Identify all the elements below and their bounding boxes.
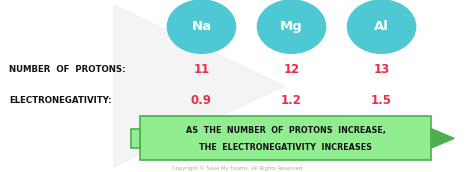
Text: AS  THE  NUMBER  OF  PROTONS  INCREASE,: AS THE NUMBER OF PROTONS INCREASE, [186, 126, 385, 135]
Text: ELECTRONEGATIVITY:: ELECTRONEGATIVITY: [9, 96, 112, 105]
Text: Mg: Mg [280, 20, 303, 33]
Text: 1.2: 1.2 [281, 94, 302, 107]
Text: THE  ELECTRONEGATIVITY  INCREASES: THE ELECTRONEGATIVITY INCREASES [199, 143, 372, 152]
Text: NUMBER  OF  PROTONS:: NUMBER OF PROTONS: [9, 65, 126, 74]
Text: 11: 11 [193, 63, 210, 76]
Text: 1.5: 1.5 [371, 94, 392, 107]
Polygon shape [431, 129, 454, 148]
FancyBboxPatch shape [140, 116, 431, 160]
Polygon shape [114, 5, 284, 167]
Text: Na: Na [191, 20, 211, 33]
Text: Al: Al [374, 20, 389, 33]
Text: 12: 12 [283, 63, 300, 76]
Ellipse shape [257, 0, 326, 53]
Text: Copyright © Save My Exams. All Rights Reserved: Copyright © Save My Exams. All Rights Re… [172, 165, 302, 171]
Text: 0.9: 0.9 [191, 94, 212, 107]
Ellipse shape [167, 0, 236, 53]
Text: 13: 13 [374, 63, 390, 76]
Polygon shape [131, 129, 140, 148]
Ellipse shape [347, 0, 416, 53]
